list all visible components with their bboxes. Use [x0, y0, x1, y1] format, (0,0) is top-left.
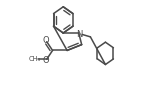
Text: O: O: [42, 56, 49, 65]
Text: O: O: [42, 36, 49, 45]
Text: CH₃: CH₃: [29, 56, 41, 62]
Text: N: N: [77, 30, 83, 39]
